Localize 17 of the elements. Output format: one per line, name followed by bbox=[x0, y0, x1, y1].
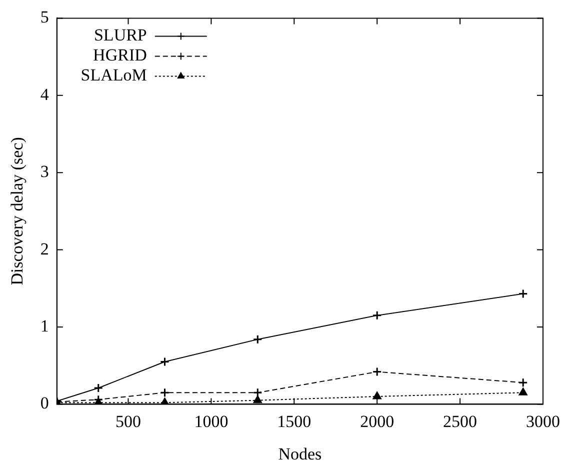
x-tick-label: 1000 bbox=[194, 412, 228, 431]
y-tick-label: 4 bbox=[40, 84, 50, 104]
x-tick-label: 2000 bbox=[360, 412, 394, 431]
y-tick-label: 2 bbox=[40, 239, 49, 258]
x-tick-label: 3000 bbox=[526, 412, 560, 431]
x-axis-title: Nodes bbox=[278, 444, 322, 464]
y-tick-label: 0 bbox=[40, 394, 49, 413]
x-tick-label: 1500 bbox=[277, 412, 312, 431]
y-axis-title: Discovery delay (sec) bbox=[8, 137, 27, 286]
x-tick-label: 2500 bbox=[443, 412, 478, 431]
legend-label: SLALoM bbox=[80, 66, 147, 85]
y-tick-label: 1 bbox=[40, 316, 49, 336]
y-tick-label: 3 bbox=[40, 162, 49, 182]
x-tick-label: 500 bbox=[115, 412, 141, 431]
y-tick-label: 5 bbox=[40, 8, 49, 27]
legend-label: HGRID bbox=[93, 46, 147, 65]
legend-label: SLURP bbox=[94, 26, 147, 45]
